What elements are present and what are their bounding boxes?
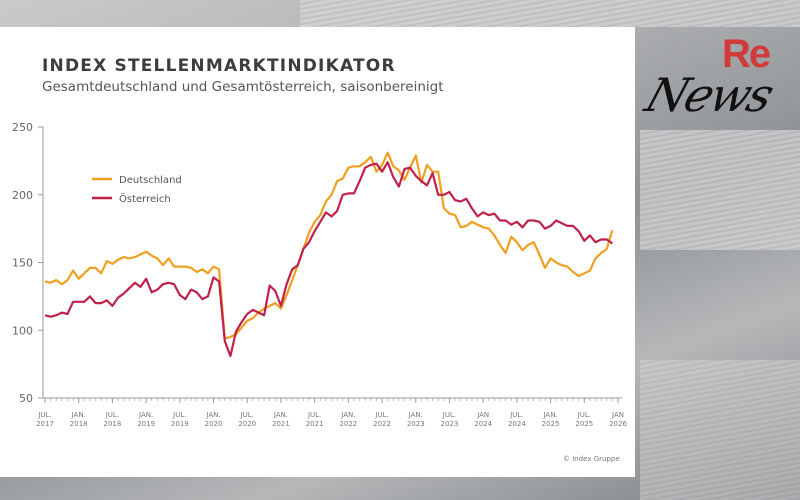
- series-line-österreich: [44, 161, 614, 358]
- x-tick-label-month: JAN: [611, 411, 624, 419]
- x-tick-label-month: JAN.: [273, 411, 288, 419]
- x-tick-label-month: JUL.: [172, 411, 186, 419]
- background-newspaper: [640, 130, 800, 250]
- y-tick-label: 150: [12, 257, 33, 270]
- x-tick-label-month: JUL.: [374, 411, 388, 419]
- background-newspaper: [640, 360, 800, 500]
- x-tick-label-year: 2024: [474, 420, 492, 428]
- y-tick-label: 50: [19, 392, 33, 405]
- x-tick-label-year: 2018: [103, 420, 121, 428]
- y-tick-label: 250: [12, 121, 33, 134]
- x-tick-label-month: JUL.: [105, 411, 119, 419]
- x-tick-label-month: JUL.: [577, 411, 591, 419]
- x-tick-label-year: 2025: [542, 420, 560, 428]
- x-tick-label-month: JAN.: [71, 411, 86, 419]
- chart-title: INDEX STELLENMARKTINDIKATOR: [42, 56, 396, 76]
- x-tick-label-year: 2019: [137, 420, 155, 428]
- x-tick-label-month: JAN.: [138, 411, 153, 419]
- x-tick-label-year: 2018: [70, 420, 88, 428]
- renews-logo: Re News: [639, 30, 800, 130]
- x-tick-label-year: 2021: [272, 420, 290, 428]
- x-tick-label-year: 2022: [373, 420, 391, 428]
- chart-subtitle: Gesamtdeutschland und Gesamtösterreich, …: [42, 79, 444, 95]
- series-line-deutschland: [44, 151, 614, 340]
- x-tick-label-month: JAN.: [542, 411, 557, 419]
- x-tick-label-month: JUL.: [509, 411, 523, 419]
- x-tick-label-month: JUL.: [37, 411, 51, 419]
- legend-label: Österreich: [119, 192, 171, 205]
- chart-credit: © Index Gruppe: [563, 455, 620, 463]
- x-tick-label-year: 2023: [441, 420, 459, 428]
- x-tick-label-year: 2017: [36, 420, 54, 428]
- y-tick-label: 200: [12, 189, 33, 202]
- x-tick-label-month: JAN.: [408, 411, 423, 419]
- x-tick-label-year: 2023: [407, 420, 425, 428]
- x-tick-label-month: JUL.: [442, 411, 456, 419]
- x-tick-label-year: 2021: [306, 420, 324, 428]
- x-tick-label-year: 2019: [171, 420, 189, 428]
- x-tick-label-year: 2020: [205, 420, 223, 428]
- x-tick-label-month: JAN.: [340, 411, 355, 419]
- background-newspaper: [300, 0, 800, 27]
- legend-label: Deutschland: [119, 175, 182, 186]
- chart-card: INDEX STELLENMARKTINDIKATOR Gesamtdeutsc…: [0, 27, 635, 477]
- x-tick-label-year: 2024: [508, 420, 526, 428]
- y-tick-label: 100: [12, 324, 33, 337]
- x-tick-label-year: 2020: [238, 420, 256, 428]
- x-tick-label-year: 2025: [575, 420, 593, 428]
- x-tick-label-year: 2026: [609, 420, 627, 428]
- x-tick-label-month: JUL.: [307, 411, 321, 419]
- x-tick-label-month: JUL.: [240, 411, 254, 419]
- x-tick-label-month: JAN: [476, 411, 489, 419]
- x-tick-label-year: 2022: [339, 420, 357, 428]
- logo-re: Re: [722, 32, 771, 76]
- x-tick-label-month: JAN.: [205, 411, 220, 419]
